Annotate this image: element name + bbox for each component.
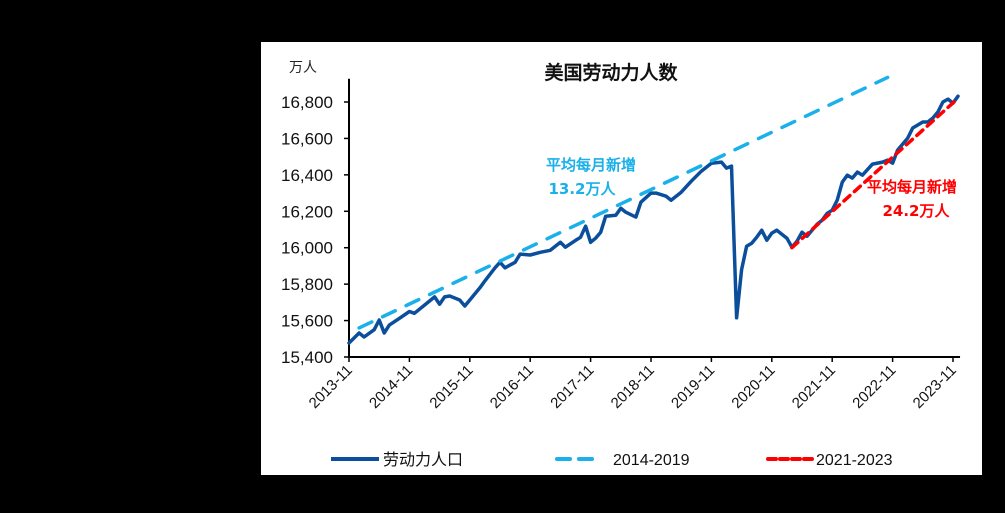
x-tick-label: 2016-11 bbox=[487, 362, 537, 412]
x-tick-label: 2017-11 bbox=[547, 362, 597, 412]
series-2014-2019 bbox=[357, 75, 890, 330]
legend-label: 2021-2023 bbox=[816, 452, 893, 469]
chart-title: 美国劳动力人数 bbox=[544, 61, 678, 84]
plot-area bbox=[347, 75, 960, 345]
annotation-2021-2023-line2: 24.2万人 bbox=[882, 202, 950, 220]
legend-label: 2014-2019 bbox=[613, 452, 690, 469]
x-tick-label: 2022-11 bbox=[849, 362, 899, 412]
series-劳动力人口 bbox=[347, 94, 960, 345]
y-tick-label: 16,600 bbox=[281, 129, 333, 148]
legend-item-labor-force: 劳动力人口 bbox=[331, 451, 463, 469]
x-tick-label: 2020-11 bbox=[728, 362, 778, 412]
y-tick-label: 15,600 bbox=[281, 312, 333, 331]
x-tick-label: 2018-11 bbox=[608, 362, 658, 412]
x-tick-label: 2023-11 bbox=[910, 362, 960, 412]
x-tick-label: 2019-11 bbox=[668, 362, 718, 412]
chart-panel: 万人 美国劳动力人数 15,400 15,600 15,800 16,000 16,20… bbox=[261, 42, 982, 475]
legend-item-2014-2019: 2014-2019 bbox=[555, 452, 690, 469]
x-tick-label: 2014-11 bbox=[366, 362, 416, 412]
annotation-2014-2019-line1: 平均每月新增 bbox=[546, 156, 636, 174]
y-tick-label: 16,200 bbox=[281, 202, 333, 221]
y-tick-label: 16,400 bbox=[281, 166, 333, 185]
y-tick-label: 15,800 bbox=[281, 275, 333, 294]
y-axis-unit: 万人 bbox=[289, 60, 317, 76]
legend-item-2021-2023: 2021-2023 bbox=[766, 452, 893, 469]
x-axis: 2013-11 2014-11 2015-11 2016-11 2017-11 2018-… bbox=[306, 356, 961, 412]
y-tick-label: 16,000 bbox=[281, 239, 333, 258]
x-tick-label: 2015-11 bbox=[426, 362, 476, 412]
legend: 劳动力人口 2014-2019 2021-2023 bbox=[331, 451, 893, 469]
annotation-2021-2023-line1: 平均每月新增 bbox=[867, 178, 957, 196]
chart-canvas: 万人 美国劳动力人数 15,400 15,600 15,800 16,000 16,20… bbox=[281, 60, 961, 469]
annotation-2014-2019-line2: 13.2万人 bbox=[548, 180, 616, 198]
x-tick-label: 2021-11 bbox=[789, 362, 839, 412]
y-axis: 15,400 15,600 15,800 16,000 16,200 16,400 16,6… bbox=[281, 78, 350, 367]
series-2021-2023 bbox=[790, 96, 960, 250]
x-tick-label: 2013-11 bbox=[306, 362, 356, 412]
legend-label: 劳动力人口 bbox=[383, 451, 463, 469]
y-tick-label: 16,800 bbox=[281, 93, 333, 112]
y-tick-label: 15,400 bbox=[281, 348, 333, 367]
